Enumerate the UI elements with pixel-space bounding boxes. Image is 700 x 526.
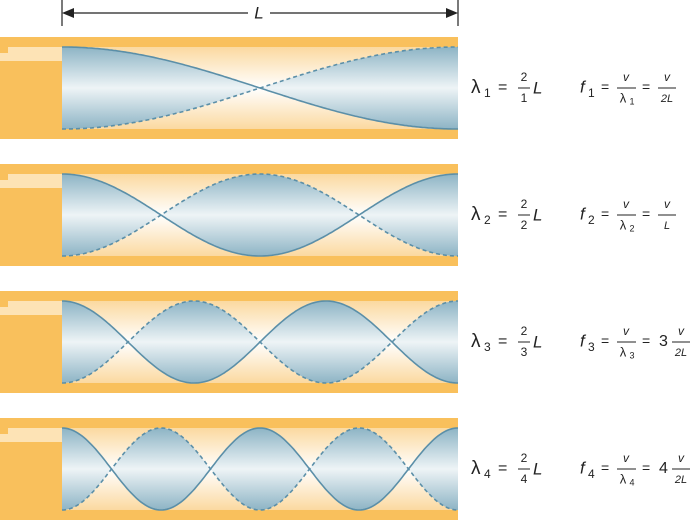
tube-lip: [0, 428, 62, 442]
fraction-denominator-subscript: 4: [629, 477, 634, 487]
fraction-denominator-subscript: 2: [629, 223, 634, 233]
wave-dashed: [62, 300, 458, 384]
equals: =: [601, 333, 609, 349]
wave-dashed: [62, 46, 458, 130]
fraction-numerator: v: [623, 197, 630, 211]
equals: =: [642, 333, 650, 349]
tube-lip: [0, 174, 62, 188]
equals: =: [601, 460, 609, 476]
tube-lip-notch: [0, 301, 8, 307]
fraction-numerator: 2: [521, 324, 528, 338]
wavelength-symbol: λ: [471, 204, 481, 225]
fraction-denominator: 2L: [674, 347, 687, 359]
length-symbol: L: [533, 332, 542, 351]
tube-lip-notch: [0, 47, 8, 53]
equals: =: [642, 79, 650, 95]
frequency-subscript: 4: [588, 467, 595, 481]
wavelength-subscript: 4: [484, 467, 491, 481]
tube-lip: [0, 47, 62, 61]
wave-dashed: [61, 427, 459, 511]
fraction-numerator: v: [678, 324, 685, 338]
length-symbol: L: [533, 78, 542, 97]
fraction-denominator: 4: [521, 472, 528, 486]
fraction-denominator: 2: [521, 218, 528, 232]
fraction-denominator-subscript: 1: [629, 96, 634, 106]
length-label: L: [254, 3, 263, 22]
equals: =: [498, 206, 507, 223]
tube-lip-notch: [0, 428, 8, 434]
fraction-denominator: 2L: [674, 474, 687, 486]
equals: =: [498, 333, 507, 350]
fraction-numerator: 2: [521, 70, 528, 84]
equals: =: [601, 206, 609, 222]
wavelength-subscript: 3: [484, 340, 491, 354]
length-symbol: L: [533, 205, 542, 224]
tube-lip-notch: [0, 174, 8, 180]
tube-row: λ 1 =21L f 1 =vλ 1=v2L: [0, 37, 676, 139]
fraction-numerator: v: [678, 451, 685, 465]
wave-envelope: [62, 174, 458, 256]
fraction-numerator: v: [623, 451, 630, 465]
fraction-denominator: λ: [620, 344, 627, 359]
fraction-numerator: 2: [521, 451, 528, 465]
fraction-denominator: L: [664, 220, 670, 232]
equals: =: [642, 206, 650, 222]
fraction-denominator-subscript: 3: [629, 350, 634, 360]
wave-dashed: [62, 173, 458, 257]
fraction-numerator: v: [664, 197, 671, 211]
wavelength-symbol: λ: [471, 458, 481, 479]
fraction-denominator: 2L: [660, 93, 673, 105]
equals: =: [498, 460, 507, 477]
tube-lip: [0, 301, 62, 315]
frequency-subscript: 2: [588, 213, 595, 227]
fraction-denominator: λ: [620, 471, 627, 486]
wavelength-symbol: λ: [471, 77, 481, 98]
fraction-numerator: 2: [521, 197, 528, 211]
frequency-subscript: 1: [588, 86, 595, 100]
frequency-symbol: f: [580, 458, 587, 477]
fraction-numerator: v: [664, 70, 671, 84]
equals: =: [601, 79, 609, 95]
fraction-numerator: v: [623, 70, 630, 84]
equals: =: [642, 460, 650, 476]
frequency-symbol: f: [580, 331, 587, 350]
coefficient: 4: [659, 460, 668, 477]
wavelength-symbol: λ: [471, 331, 481, 352]
wavelength-subscript: 1: [484, 86, 491, 100]
equals: =: [498, 79, 507, 96]
frequency-symbol: f: [580, 204, 587, 223]
length-symbol: L: [533, 459, 542, 478]
wavelength-subscript: 2: [484, 213, 491, 227]
wave-solid: [62, 173, 458, 257]
fraction-denominator: λ: [620, 90, 627, 105]
fraction-denominator: 1: [521, 91, 528, 105]
wave-envelope: [62, 428, 458, 510]
fraction-denominator: 3: [521, 345, 528, 359]
tube-row: λ 2 =22L f 2 =vλ 2=vL: [0, 164, 676, 266]
length-dimension: L: [61, 0, 459, 26]
frequency-symbol: f: [580, 77, 587, 96]
fraction-denominator: λ: [620, 217, 627, 232]
frequency-subscript: 3: [588, 340, 595, 354]
coefficient: 3: [659, 333, 668, 350]
wave-solid: [61, 427, 459, 511]
fraction-numerator: v: [623, 324, 630, 338]
